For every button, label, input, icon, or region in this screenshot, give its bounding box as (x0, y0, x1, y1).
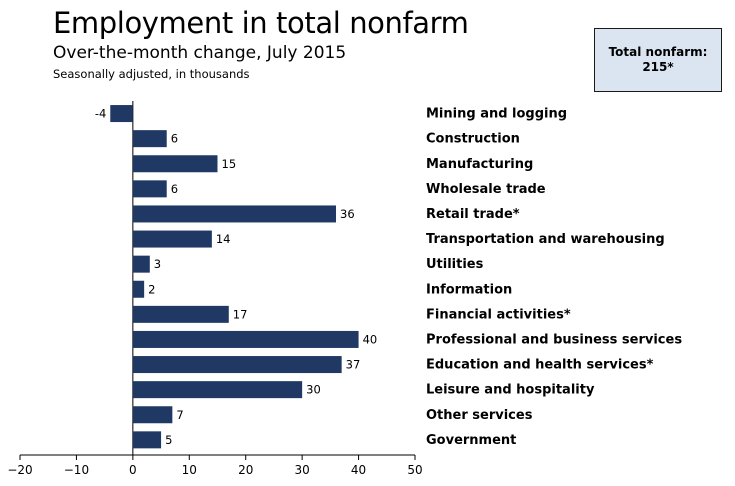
value-label: -4 (95, 107, 106, 121)
bar-2 (132, 155, 218, 173)
bar-5 (132, 230, 212, 248)
value-label: 14 (216, 232, 231, 246)
bar-8 (132, 305, 229, 323)
chart-subtitle: Over-the-month change, July 2015 (53, 43, 347, 63)
value-label: 3 (154, 257, 161, 271)
x-tick-label: −10 (64, 463, 89, 477)
category-label: Financial activities* (426, 307, 571, 322)
category-label: Other services (426, 408, 533, 423)
bar-9 (132, 330, 359, 348)
total-nonfarm-label: Total nonfarm: (608, 45, 708, 59)
category-label: Information (426, 282, 512, 297)
bar-10 (132, 356, 342, 374)
bar-3 (132, 180, 167, 198)
bar-12 (132, 406, 173, 424)
bar-6 (132, 255, 150, 273)
bar-1 (132, 130, 167, 148)
value-label: 30 (306, 383, 321, 397)
value-label: 36 (340, 207, 355, 221)
category-label: Retail trade* (426, 207, 520, 222)
x-tick-label: −20 (7, 463, 32, 477)
total-nonfarm-value: 215* (642, 60, 674, 74)
chart-title: Employment in total nonfarm (53, 6, 469, 40)
bar-7 (132, 280, 145, 298)
bar-0 (110, 105, 133, 123)
category-label: Wholesale trade (426, 182, 546, 197)
bar-4 (132, 205, 336, 223)
category-label: Manufacturing (426, 157, 533, 172)
value-label: 7 (176, 408, 183, 422)
total-nonfarm-box: Total nonfarm: 215* (594, 28, 722, 92)
category-label: Education and health services* (426, 358, 654, 373)
category-label: Professional and business services (426, 332, 682, 347)
category-label: Transportation and warehousing (426, 232, 665, 247)
category-label: Government (426, 433, 516, 448)
value-label: 17 (233, 307, 248, 321)
x-tick-label: 50 (407, 463, 422, 477)
x-tick-label: 10 (182, 463, 197, 477)
x-tick-label: 0 (129, 463, 137, 477)
value-label: 40 (363, 332, 378, 346)
category-label: Mining and logging (426, 107, 567, 122)
category-label: Construction (426, 132, 520, 147)
category-label: Leisure and hospitality (426, 383, 595, 398)
value-label: 6 (171, 182, 178, 196)
value-label: 5 (165, 433, 172, 447)
bar-13 (132, 431, 162, 449)
x-tick-label: 20 (238, 463, 253, 477)
category-label: Utilities (426, 257, 484, 272)
value-label: 2 (148, 282, 155, 296)
x-tick-label: 30 (295, 463, 310, 477)
bar-11 (132, 381, 303, 399)
value-label: 37 (346, 358, 361, 372)
value-label: 6 (171, 132, 178, 146)
x-tick-label: 40 (351, 463, 366, 477)
chart-note: Seasonally adjusted, in thousands (53, 67, 250, 81)
value-label: 15 (222, 157, 237, 171)
